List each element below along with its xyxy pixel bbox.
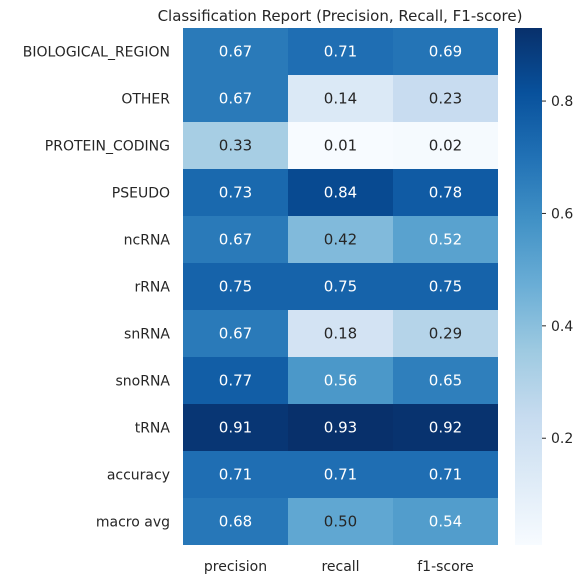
heatmap-cell [183, 451, 288, 498]
row-label: tRNA [135, 421, 171, 437]
heatmap-cell [393, 169, 498, 216]
cell-value-label: 0.71 [324, 466, 357, 484]
cell-value-label: 0.33 [219, 137, 252, 155]
cell-value-label: 0.67 [219, 231, 252, 249]
heatmap-cell [393, 216, 498, 263]
cell-value-label: 0.67 [219, 90, 252, 108]
cell-value-label: 0.91 [219, 419, 252, 437]
colorbar-gradient [515, 28, 542, 545]
heatmap-cell [288, 357, 393, 404]
cell-value-label: 0.77 [219, 372, 252, 390]
heatmap-cell [183, 122, 288, 169]
heatmap-cell [288, 122, 393, 169]
row-label: rRNA [134, 280, 170, 296]
cell-value-label: 0.02 [429, 137, 462, 155]
heatmap-cell [393, 498, 498, 545]
cell-value-label: 0.71 [219, 466, 252, 484]
column-label: precision [204, 559, 267, 575]
row-label: macro avg [96, 515, 170, 531]
cell-value-label: 0.42 [324, 231, 357, 249]
heatmap-cell [183, 263, 288, 310]
row-label: PROTEIN_CODING [45, 139, 170, 155]
heatmap-cell [288, 404, 393, 451]
colorbar: 0.2 0.4 0.6 0.8 [515, 28, 573, 545]
heatmap-cell [393, 75, 498, 122]
cell-value-label: 0.73 [219, 184, 252, 202]
row-tick-labels: BIOLOGICAL_REGION OTHER PROTEIN_CODING PSEU… [23, 45, 171, 531]
colorbar-tick-label: 0.8 [551, 94, 573, 110]
chart-title: Classification Report (Precision, Recall… [158, 7, 523, 25]
row-label: OTHER [121, 92, 170, 108]
heatmap-cell [183, 75, 288, 122]
cell-value-label: 0.67 [219, 325, 252, 343]
heatmap-cell [393, 404, 498, 451]
heatmap-cell [288, 310, 393, 357]
cell-value-label: 0.52 [429, 231, 462, 249]
column-label: recall [321, 559, 359, 575]
heatmap-cell [183, 357, 288, 404]
heatmap-cell [288, 169, 393, 216]
colorbar-tick-label: 0.4 [551, 319, 573, 335]
row-label: BIOLOGICAL_REGION [23, 45, 170, 61]
cell-value-label: 0.75 [219, 278, 252, 296]
cell-value-label: 0.68 [219, 513, 252, 531]
heatmap-cell [288, 498, 393, 545]
heatmap-cells: 0.67 0.71 0.69 0.67 0.14 0.23 0.33 0.01 0.02 0.73… [183, 28, 498, 545]
cell-value-label: 0.01 [324, 137, 357, 155]
heatmap-cell [393, 357, 498, 404]
heatmap-cell [393, 122, 498, 169]
heatmap-cell [288, 451, 393, 498]
row-label: snRNA [124, 327, 170, 343]
cell-value-label: 0.71 [324, 43, 357, 61]
heatmap-cell [393, 263, 498, 310]
heatmap-cell [183, 28, 288, 75]
cell-value-label: 0.75 [324, 278, 357, 296]
cell-value-label: 0.84 [324, 184, 357, 202]
cell-value-label: 0.78 [429, 184, 462, 202]
heatmap-cell [288, 28, 393, 75]
cell-value-label: 0.71 [429, 466, 462, 484]
colorbar-tick-label: 0.2 [551, 431, 573, 447]
row-label: PSEUDO [112, 186, 170, 202]
colorbar-tick-label: 0.6 [551, 206, 573, 222]
cell-value-label: 0.29 [429, 325, 462, 343]
heatmap-cell [288, 75, 393, 122]
row-label: ncRNA [124, 233, 171, 249]
cell-value-label: 0.65 [429, 372, 462, 390]
column-tick-labels: precision recall f1-score [204, 559, 474, 575]
cell-value-label: 0.75 [429, 278, 462, 296]
heatmap-cell [393, 451, 498, 498]
cell-value-label: 0.54 [429, 513, 462, 531]
cell-value-label: 0.14 [324, 90, 357, 108]
heatmap-cell [183, 404, 288, 451]
heatmap-cell [393, 28, 498, 75]
row-label: accuracy [107, 468, 170, 484]
heatmap-cell [393, 310, 498, 357]
heatmap-cell [183, 498, 288, 545]
cell-value-label: 0.67 [219, 43, 252, 61]
column-label: f1-score [417, 559, 474, 575]
cell-value-label: 0.92 [429, 419, 462, 437]
cell-value-label: 0.69 [429, 43, 462, 61]
cell-value-label: 0.18 [324, 325, 357, 343]
heatmap-cell [288, 263, 393, 310]
heatmap-cell [183, 310, 288, 357]
cell-value-label: 0.50 [324, 513, 357, 531]
row-label: snoRNA [115, 374, 170, 390]
heatmap-cell [288, 216, 393, 263]
cell-value-label: 0.93 [324, 419, 357, 437]
heatmap-cell [183, 216, 288, 263]
cell-value-label: 0.56 [324, 372, 357, 390]
heatmap-cell [183, 169, 288, 216]
cell-value-label: 0.23 [429, 90, 462, 108]
